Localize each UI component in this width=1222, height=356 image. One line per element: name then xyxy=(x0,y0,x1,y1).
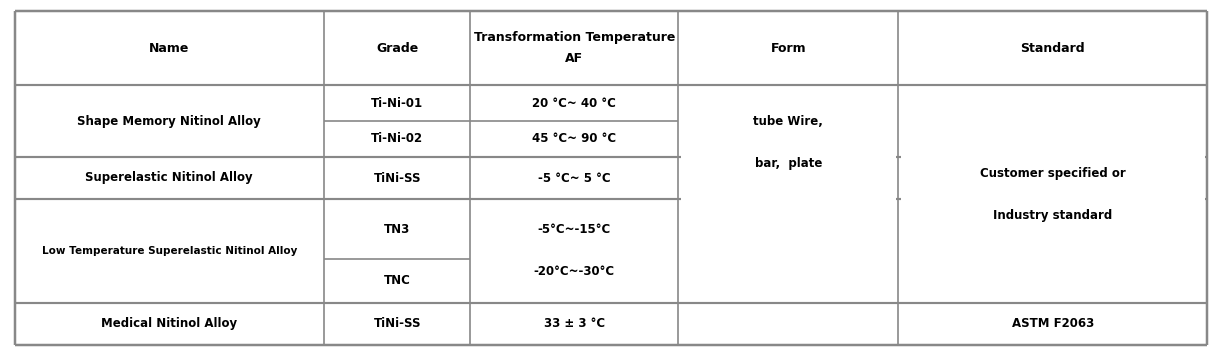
Text: -5 °C~ 5 °C: -5 °C~ 5 °C xyxy=(538,172,611,184)
Text: -5°C~-15°C

-20°C~-30°C: -5°C~-15°C -20°C~-30°C xyxy=(534,224,615,278)
Text: Ti-Ni-01: Ti-Ni-01 xyxy=(371,97,423,110)
Text: Shape Memory Nitinol Alloy: Shape Memory Nitinol Alloy xyxy=(77,115,262,127)
Text: 20 °C~ 40 °C: 20 °C~ 40 °C xyxy=(533,97,616,110)
Text: TiNi-SS: TiNi-SS xyxy=(374,318,420,330)
Text: Standard: Standard xyxy=(1020,42,1085,54)
Text: Customer specified or

Industry standard: Customer specified or Industry standard xyxy=(980,167,1125,221)
Text: ASTM F2063: ASTM F2063 xyxy=(1012,318,1094,330)
Text: Form: Form xyxy=(770,42,807,54)
Text: Transformation Temperature
AF: Transformation Temperature AF xyxy=(474,31,675,65)
Text: TNC: TNC xyxy=(384,274,411,287)
Text: Superelastic Nitinol Alloy: Superelastic Nitinol Alloy xyxy=(86,172,253,184)
Text: Name: Name xyxy=(149,42,189,54)
Text: tube Wire,

bar,  plate: tube Wire, bar, plate xyxy=(753,115,824,170)
Text: 33 ± 3 °C: 33 ± 3 °C xyxy=(544,318,605,330)
Text: Grade: Grade xyxy=(376,42,418,54)
Text: TiNi-SS: TiNi-SS xyxy=(374,172,420,184)
Text: 45 °C~ 90 °C: 45 °C~ 90 °C xyxy=(533,132,616,145)
Text: TN3: TN3 xyxy=(384,223,411,236)
Text: Medical Nitinol Alloy: Medical Nitinol Alloy xyxy=(101,318,237,330)
Text: Ti-Ni-02: Ti-Ni-02 xyxy=(371,132,423,145)
Text: Low Temperature Superelastic Nitinol Alloy: Low Temperature Superelastic Nitinol All… xyxy=(42,246,297,256)
